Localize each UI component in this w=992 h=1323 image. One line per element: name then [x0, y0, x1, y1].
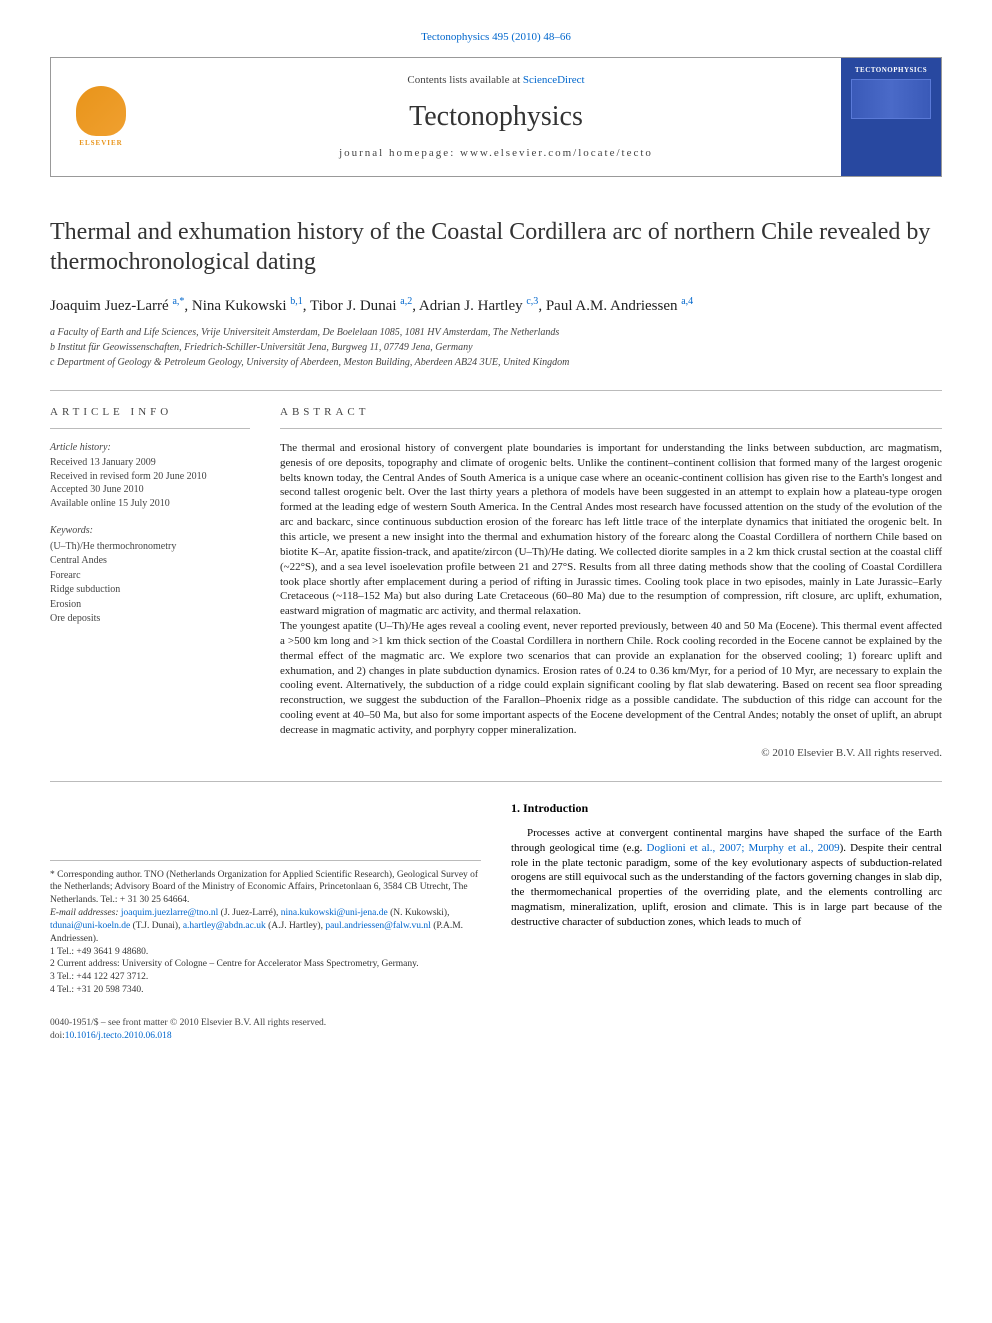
article-history: Article history: Received 13 January 200…: [50, 441, 250, 511]
affiliation-b: b Institut für Geowissenschaften, Friedr…: [50, 341, 942, 355]
citation-link[interactable]: Doglioni et al., 2007; Murphy et al., 20…: [647, 842, 840, 854]
divider: [50, 390, 942, 391]
history-label: Article history:: [50, 441, 250, 455]
footer-meta: 0040-1951/$ – see front matter © 2010 El…: [50, 1017, 481, 1043]
abstract: ABSTRACT The thermal and erosional histo…: [280, 405, 942, 761]
contents-prefix: Contents lists available at: [407, 74, 522, 86]
article-info-heading: ARTICLE INFO: [50, 405, 250, 429]
left-column: * Corresponding author. TNO (Netherlands…: [50, 800, 481, 1043]
cover-title: TECTONOPHYSICS: [855, 66, 927, 75]
history-received: Received 13 January 2009: [50, 456, 250, 470]
email-link[interactable]: paul.andriessen@falw.vu.nl: [325, 921, 430, 931]
footnotes: * Corresponding author. TNO (Netherlands…: [50, 860, 481, 997]
article-title: Thermal and exhumation history of the Co…: [50, 217, 942, 277]
affiliation-c: c Department of Geology & Petroleum Geol…: [50, 356, 942, 370]
info-abstract-row: ARTICLE INFO Article history: Received 1…: [50, 405, 942, 761]
abstract-heading: ABSTRACT: [280, 405, 942, 429]
section-1-heading: 1. Introduction: [511, 800, 942, 816]
corresponding-author-note: * Corresponding author. TNO (Netherlands…: [50, 869, 481, 907]
keyword: Ore deposits: [50, 612, 250, 626]
abstract-p1: The thermal and erosional history of con…: [280, 441, 942, 619]
affiliations: a Faculty of Earth and Life Sciences, Vr…: [50, 326, 942, 370]
email-link[interactable]: nina.kukowski@uni-jena.de: [281, 908, 388, 918]
emails-label: E-mail addresses:: [50, 908, 121, 918]
keyword: Central Andes: [50, 554, 250, 568]
intro-text-post: ). Despite their central role in the pla…: [511, 842, 942, 928]
doi-line: doi:10.1016/j.tecto.2010.06.018: [50, 1030, 481, 1043]
keyword: Forearc: [50, 569, 250, 583]
journal-reference: Tectonophysics 495 (2010) 48–66: [50, 30, 942, 45]
footnote-4: 4 Tel.: +31 20 598 7340.: [50, 984, 481, 997]
email-addresses: E-mail addresses: joaquim.juezlarre@tno.…: [50, 907, 481, 945]
homepage-prefix: journal homepage:: [339, 147, 460, 159]
doi-link[interactable]: 10.1016/j.tecto.2010.06.018: [65, 1031, 172, 1041]
keyword: (U–Th)/He thermochronometry: [50, 540, 250, 554]
sciencedirect-link[interactable]: ScienceDirect: [523, 74, 585, 86]
elsevier-logo: ELSEVIER: [66, 77, 136, 157]
keywords: Keywords: (U–Th)/He thermochronometry Ce…: [50, 524, 250, 626]
keywords-list: (U–Th)/He thermochronometry Central Ande…: [50, 540, 250, 626]
doi-label: doi:: [50, 1031, 65, 1041]
journal-cover: TECTONOPHYSICS: [841, 58, 941, 176]
author-list: Joaquim Juez-Larré a,*, Nina Kukowski b,…: [50, 295, 942, 316]
history-revised: Received in revised form 20 June 2010: [50, 470, 250, 484]
body-columns: * Corresponding author. TNO (Netherlands…: [50, 800, 942, 1043]
divider: [50, 781, 942, 782]
abstract-copyright: © 2010 Elsevier B.V. All rights reserved…: [280, 746, 942, 761]
footnote-2: 2 Current address: University of Cologne…: [50, 958, 481, 971]
keyword: Erosion: [50, 598, 250, 612]
abstract-p2: The youngest apatite (U–Th)/He ages reve…: [280, 619, 942, 738]
journal-header: ELSEVIER Contents lists available at Sci…: [50, 57, 942, 177]
email-link[interactable]: joaquim.juezlarre@tno.nl: [121, 908, 218, 918]
publisher-logo-area: ELSEVIER: [51, 58, 151, 176]
homepage-url: www.elsevier.com/locate/tecto: [460, 147, 653, 159]
front-matter-line: 0040-1951/$ – see front matter © 2010 El…: [50, 1017, 481, 1030]
publisher-name: ELSEVIER: [79, 139, 122, 148]
contents-available-line: Contents lists available at ScienceDirec…: [407, 73, 584, 88]
intro-paragraph: Processes active at convergent continent…: [511, 826, 942, 930]
email-link[interactable]: tdunai@uni-koeln.de: [50, 921, 130, 931]
right-column: 1. Introduction Processes active at conv…: [511, 800, 942, 1043]
keywords-label: Keywords:: [50, 524, 250, 538]
cover-image: [851, 79, 931, 119]
history-online: Available online 15 July 2010: [50, 497, 250, 511]
keyword: Ridge subduction: [50, 583, 250, 597]
elsevier-tree-icon: [76, 86, 126, 136]
article-info: ARTICLE INFO Article history: Received 1…: [50, 405, 250, 761]
footnote-3: 3 Tel.: +44 122 427 3712.: [50, 971, 481, 984]
affiliation-a: a Faculty of Earth and Life Sciences, Vr…: [50, 326, 942, 340]
journal-homepage-line: journal homepage: www.elsevier.com/locat…: [339, 146, 653, 161]
history-accepted: Accepted 30 June 2010: [50, 483, 250, 497]
email-link[interactable]: a.hartley@abdn.ac.uk: [183, 921, 266, 931]
header-center: Contents lists available at ScienceDirec…: [151, 58, 841, 176]
abstract-text: The thermal and erosional history of con…: [280, 441, 942, 738]
journal-name: Tectonophysics: [409, 98, 583, 136]
footnote-1: 1 Tel.: +49 3641 9 48680.: [50, 946, 481, 959]
